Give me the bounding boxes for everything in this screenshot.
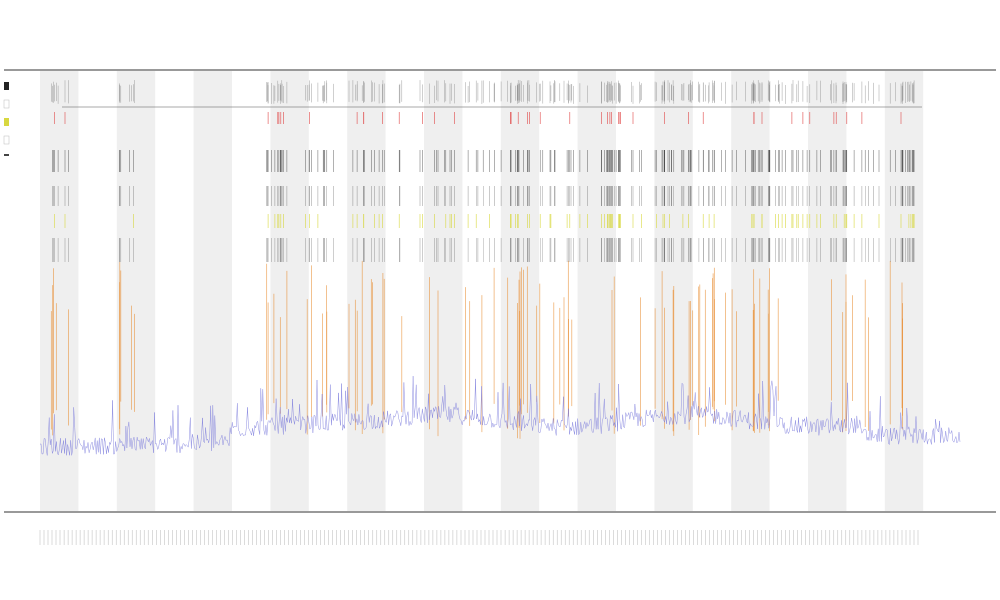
shaded-band — [577, 71, 616, 511]
legend — [3, 82, 10, 156]
legend-swatch-4 — [3, 135, 10, 145]
event-marks — [50, 112, 915, 439]
shaded-band — [731, 71, 770, 511]
shaded-band — [270, 71, 309, 511]
shaded-band — [193, 71, 232, 511]
shaded-band — [884, 71, 924, 511]
legend-swatch-5 — [4, 154, 9, 156]
baseline-trace — [39, 376, 961, 456]
shaded-band — [808, 71, 847, 511]
background-bands — [40, 71, 924, 511]
shaded-band — [116, 71, 156, 511]
shaded-band — [347, 71, 386, 511]
trace-line — [39, 376, 961, 456]
shaded-band — [40, 71, 79, 511]
x-tick-labels — [39, 530, 919, 545]
shaded-band — [424, 71, 463, 511]
top-event-ticks — [51, 80, 915, 104]
legend-swatch-2 — [3, 99, 10, 109]
legend-swatch-3 — [4, 118, 9, 126]
legend-swatch-1 — [4, 82, 9, 90]
